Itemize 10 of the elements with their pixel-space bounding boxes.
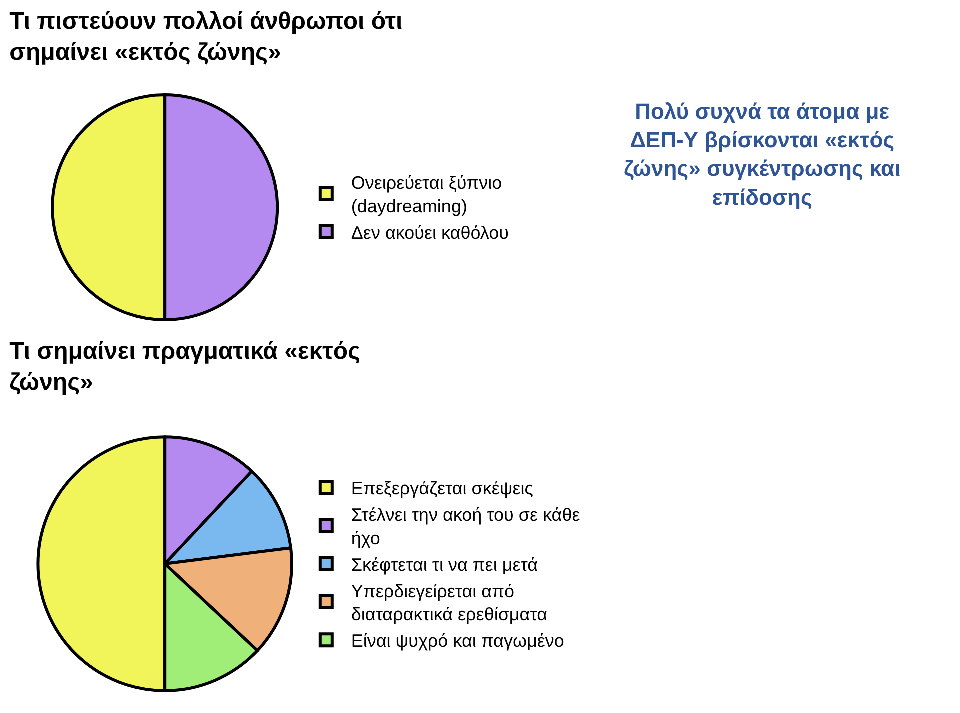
text: Πολύ συχνά τα άτομα με ΔΕΠ-Υ βρίσκονται «εκτός ζώνης» συγκέντρωσης και επίδοσης [624,99,901,210]
legend-label: Επεξεργάζεται σκέψεις [351,478,534,499]
legend-label: Είναι ψυχρό και παγωμένο [351,631,564,652]
legend-label: Σκέφτεται τι να πει μετά [351,554,538,575]
chart-title: Τι πιστεύουν πολλοί άνθρωποι ότι σημαίνει «εκτός ζώνης» [10,8,403,66]
chart-title: Τι σημαίνει πραγματικά «εκτός ζώνης» [10,338,361,396]
legend-label: Δεν ακούει καθόλου [351,223,509,244]
legend-label: Ονειρεύεται ξύπνιο (daydreaming) [351,173,502,217]
legend-label: Στέλνει την ακοή του σε κάθε ήχο [351,505,580,549]
legend-label: Υπερδιεγείρεται από διαταρακτικά ερεθίσματα [351,581,548,625]
